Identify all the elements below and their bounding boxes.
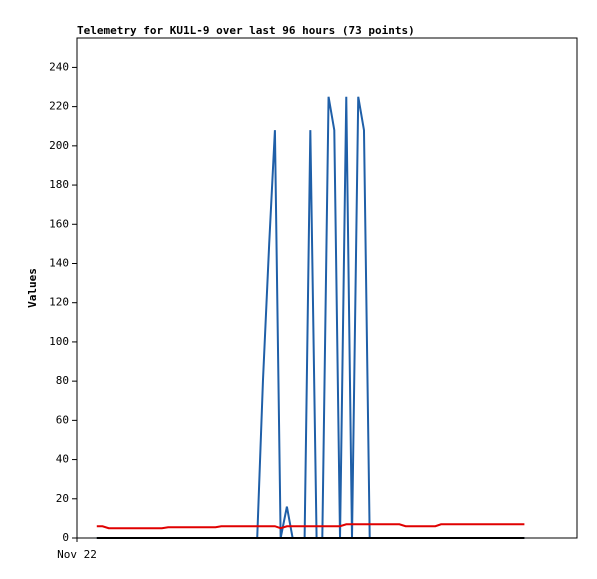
y-tick-label: 140 — [49, 256, 69, 269]
series-line — [96, 96, 525, 539]
y-tick-label: 100 — [49, 335, 69, 348]
y-tick-label: 60 — [56, 413, 69, 426]
y-tick-label: 180 — [49, 178, 69, 191]
plot-frame — [76, 37, 578, 539]
y-tick-label: 200 — [49, 139, 69, 152]
y-tick-label: 120 — [49, 296, 69, 309]
x-tick-label: Nov 22 — [57, 548, 97, 561]
chart-title: Telemetry for KU1L-9 over last 96 hours … — [77, 24, 415, 37]
y-tick-label: 160 — [49, 217, 69, 230]
y-tick-label: 40 — [56, 453, 69, 466]
y-tick-label: 240 — [49, 60, 69, 73]
series-line — [96, 523, 525, 530]
y-tick-label: 20 — [56, 492, 69, 505]
y-axis-label: Values — [26, 268, 39, 308]
y-tick-label: 0 — [62, 531, 69, 544]
y-tick-label: 80 — [56, 374, 69, 387]
y-tick-label: 220 — [49, 100, 69, 113]
